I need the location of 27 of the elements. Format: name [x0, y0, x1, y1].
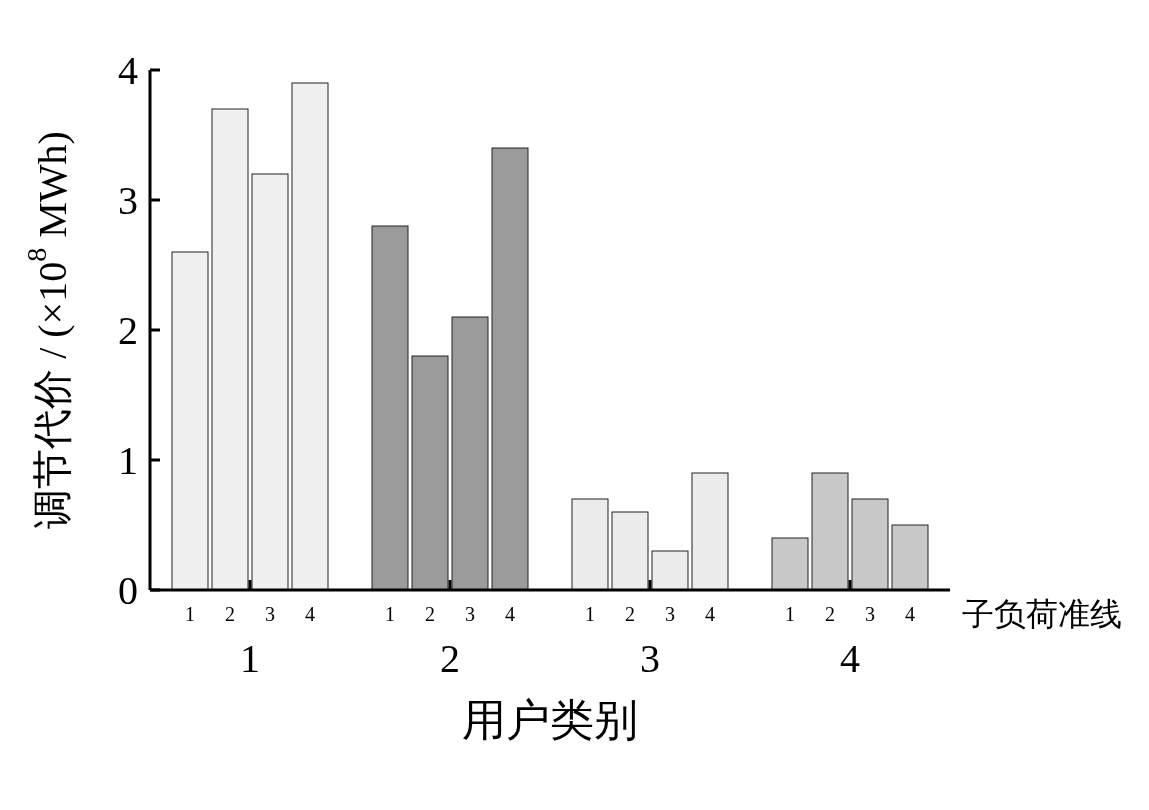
category-label: 3 — [865, 603, 875, 625]
legend-title: 子负荷准线 — [962, 596, 1122, 632]
x-tick-label: 4 — [840, 635, 860, 681]
x-tick-label: 2 — [440, 635, 460, 681]
category-label: 2 — [425, 603, 435, 625]
series-label: 4 — [305, 603, 315, 625]
category-label: 1 — [585, 603, 595, 625]
category-label: 2 — [825, 603, 835, 625]
category-label: 1 — [785, 603, 795, 625]
y-tick-label: 3 — [118, 177, 138, 223]
y-tick-label: 1 — [118, 437, 138, 483]
y-tick-label: 4 — [118, 47, 138, 93]
category-label: 3 — [665, 603, 675, 625]
series-label: 3 — [265, 603, 275, 625]
category-label: 4 — [905, 603, 915, 625]
y-tick-label: 0 — [118, 567, 138, 613]
x-tick-label: 3 — [640, 635, 660, 681]
category-label: 2 — [625, 603, 635, 625]
y-tick-label: 2 — [118, 307, 138, 353]
series-label: 2 — [225, 603, 235, 625]
x-axis-title: 用户类别 — [462, 695, 638, 745]
category-label: 1 — [385, 603, 395, 625]
series-label: 1 — [185, 603, 195, 625]
category-label: 4 — [705, 603, 715, 625]
category-label: 4 — [505, 603, 515, 625]
category-label: 3 — [465, 603, 475, 625]
x-tick-label: 1 — [240, 635, 260, 681]
